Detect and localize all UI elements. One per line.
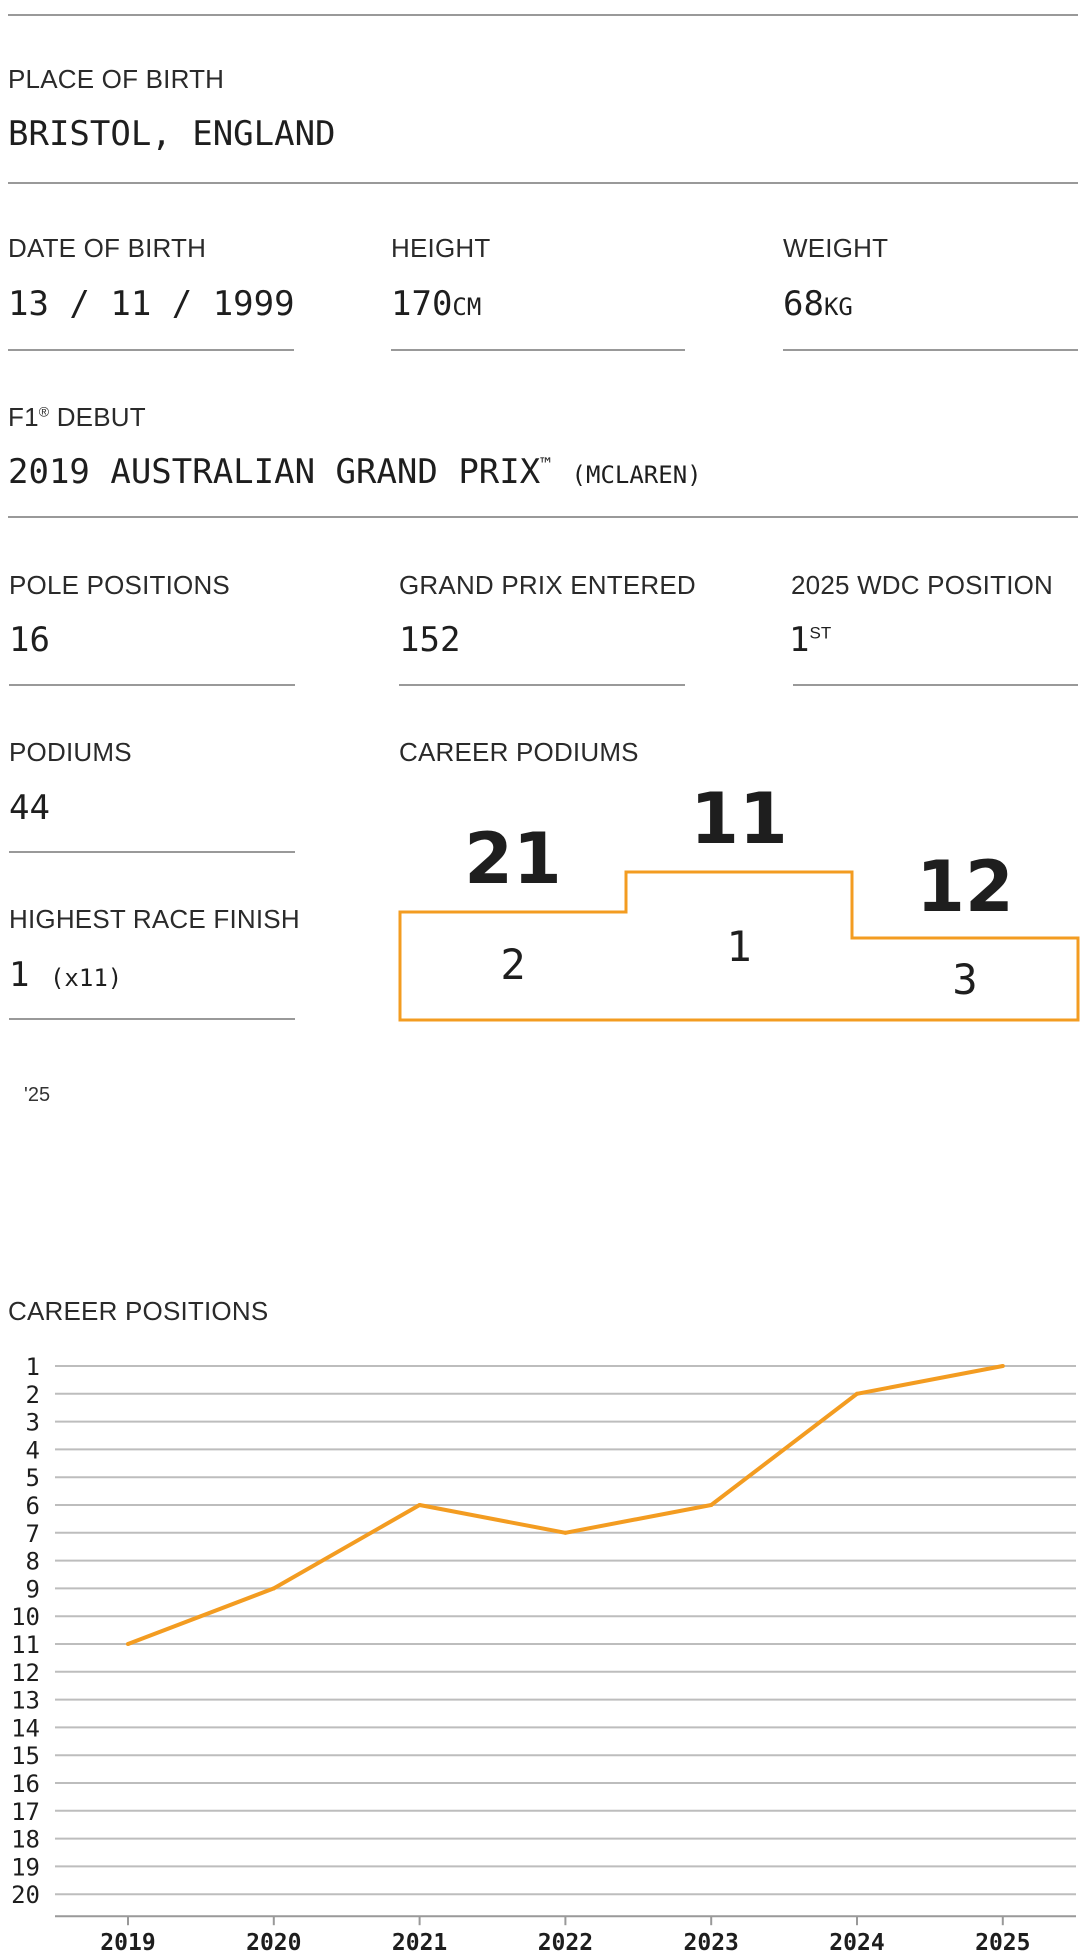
data-point <box>709 1503 714 1507</box>
divider <box>8 516 1078 518</box>
career-podiums-label: CAREER PODIUMS <box>399 737 639 767</box>
highest-finish-label: HIGHEST RACE FINISH <box>9 904 300 934</box>
divider <box>399 684 685 686</box>
y-tick-label: 5 <box>26 1464 40 1492</box>
data-point <box>126 1642 130 1646</box>
weight-unit: KG <box>823 293 853 321</box>
x-tick-label: 2022 <box>538 1930 593 1956</box>
x-tick-label: 2024 <box>829 1930 884 1956</box>
divider <box>793 684 1078 686</box>
y-tick-label: 15 <box>11 1742 40 1770</box>
divider <box>9 851 295 853</box>
data-point <box>417 1503 422 1507</box>
height-label: HEIGHT <box>391 233 491 263</box>
data-point <box>855 1391 859 1396</box>
place-of-birth-value: BRISTOL, ENGLAND <box>8 114 336 154</box>
debut-team: (MCLAREN) <box>571 461 702 489</box>
y-tick-label: 11 <box>11 1631 40 1659</box>
data-point <box>563 1530 568 1535</box>
pole-positions-label: POLE POSITIONS <box>9 570 230 600</box>
data-point <box>271 1586 276 1591</box>
y-tick-label: 16 <box>11 1770 40 1798</box>
height-unit: CM <box>452 293 482 321</box>
y-tick-label: 20 <box>11 1881 40 1909</box>
date-of-birth-label: DATE OF BIRTH <box>8 233 207 263</box>
y-tick-label: 9 <box>26 1575 40 1603</box>
grand-prix-entered-label: GRAND PRIX ENTERED <box>399 570 696 600</box>
weight-value: 68KG <box>783 284 853 324</box>
y-tick-label: 6 <box>26 1492 40 1520</box>
height-value: 170CM <box>391 284 482 324</box>
podiums-label: PODIUMS <box>9 737 132 767</box>
y-tick-label: 7 <box>26 1520 40 1548</box>
divider <box>9 684 295 686</box>
x-tick-label: 2023 <box>684 1930 739 1956</box>
podium-p3-count: 12 <box>916 846 1014 928</box>
y-tick-label: 1 <box>26 1353 40 1381</box>
wdc-position-value: 1ST <box>789 620 832 660</box>
podium-outline <box>398 870 1080 1022</box>
podium-p2-position: 2 <box>500 940 526 989</box>
divider <box>8 182 1078 184</box>
y-tick-label: 2 <box>26 1381 40 1409</box>
y-tick-label: 8 <box>26 1548 40 1576</box>
x-tick-label: 2020 <box>246 1930 301 1956</box>
debut-value: 2019 AUSTRALIAN GRAND PRIX™ (MCLAREN) <box>8 452 702 492</box>
y-tick-label: 10 <box>11 1603 40 1631</box>
highest-finish-value: 1 (x11) <box>9 955 123 995</box>
debut-label: F1® DEBUT <box>8 402 146 432</box>
x-tick-label: 2019 <box>100 1930 155 1956</box>
y-tick-label: 3 <box>26 1409 40 1437</box>
divider <box>783 349 1078 351</box>
pole-positions-value: 16 <box>9 620 50 660</box>
divider <box>391 349 685 351</box>
place-of-birth-label: PLACE OF BIRTH <box>8 64 225 94</box>
season-tag: '25 <box>24 1084 51 1106</box>
divider <box>8 349 294 351</box>
podiums-value: 44 <box>9 788 50 828</box>
top-divider <box>8 14 1078 16</box>
highest-finish-count: (x11) <box>49 964 123 992</box>
y-tick-label: 17 <box>11 1798 40 1826</box>
podium-p1-count: 11 <box>690 778 788 860</box>
weight-label: WEIGHT <box>783 233 889 263</box>
y-tick-label: 4 <box>26 1436 40 1464</box>
x-tick-label: 2025 <box>975 1930 1030 1956</box>
y-tick-label: 18 <box>11 1826 40 1854</box>
podium-p3-position: 3 <box>952 955 978 1004</box>
y-tick-label: 13 <box>11 1687 40 1715</box>
y-tick-label: 12 <box>11 1659 40 1687</box>
x-tick-label: 2021 <box>392 1930 447 1956</box>
wdc-position-label: 2025 WDC POSITION <box>791 570 1054 600</box>
data-point <box>1000 1364 1005 1368</box>
podium-p2-count: 21 <box>464 818 562 900</box>
grand-prix-entered-value: 152 <box>399 620 461 660</box>
y-tick-label: 19 <box>11 1853 40 1881</box>
career-positions-title: CAREER POSITIONS <box>8 1296 269 1326</box>
y-tick-label: 14 <box>11 1714 40 1742</box>
divider <box>9 1018 295 1020</box>
podium-p1-position: 1 <box>726 922 752 971</box>
date-of-birth-value: 13 / 11 / 1999 <box>8 284 295 324</box>
